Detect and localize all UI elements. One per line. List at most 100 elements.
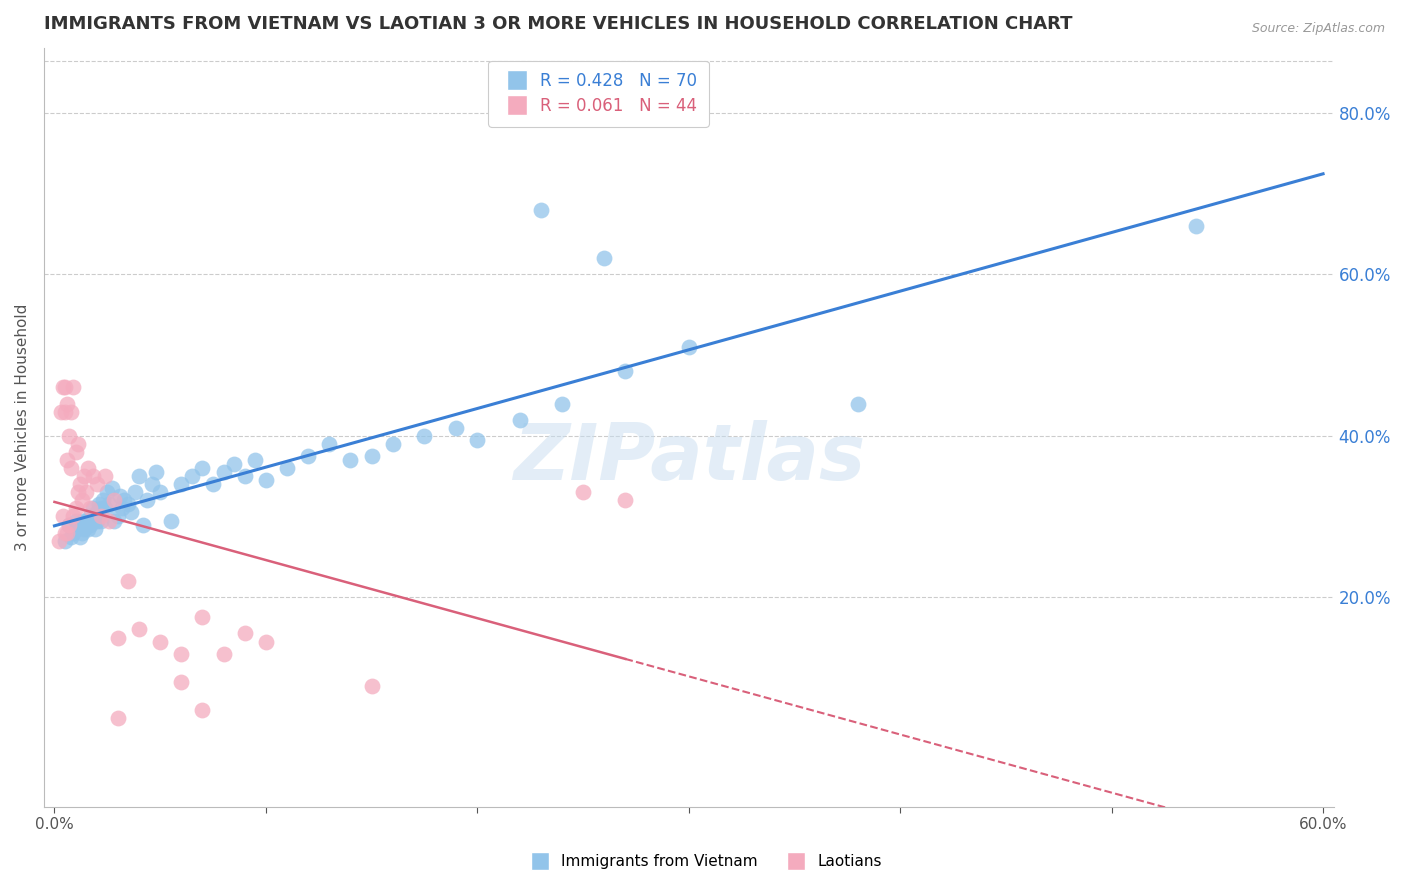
Point <box>94 501 117 516</box>
Point <box>82 514 104 528</box>
Point <box>60 461 83 475</box>
Point <box>112 493 135 508</box>
Text: Source: ZipAtlas.com: Source: ZipAtlas.com <box>1251 22 1385 36</box>
Point <box>117 574 139 588</box>
Point <box>318 437 340 451</box>
Point <box>77 522 100 536</box>
Point <box>170 674 193 689</box>
Point <box>360 449 382 463</box>
Point <box>65 445 87 459</box>
Point <box>212 465 235 479</box>
Point <box>60 530 83 544</box>
Point <box>98 497 121 511</box>
Point <box>551 396 574 410</box>
Point <box>224 457 246 471</box>
Y-axis label: 3 or more Vehicles in Household: 3 or more Vehicles in Household <box>15 304 30 551</box>
Point <box>107 711 129 725</box>
Point <box>136 493 159 508</box>
Point <box>254 473 277 487</box>
Point <box>56 396 79 410</box>
Point <box>53 380 76 394</box>
Point <box>86 477 108 491</box>
Point <box>82 501 104 516</box>
Point <box>107 631 129 645</box>
Point <box>60 404 83 418</box>
Point <box>212 647 235 661</box>
Point <box>56 525 79 540</box>
Point <box>90 501 112 516</box>
Point <box>91 493 114 508</box>
Point <box>86 505 108 519</box>
Point <box>170 647 193 661</box>
Point <box>58 517 80 532</box>
Point <box>79 517 101 532</box>
Point <box>86 514 108 528</box>
Point <box>58 429 80 443</box>
Point <box>170 477 193 491</box>
Point <box>70 525 93 540</box>
Point <box>58 517 80 532</box>
Point <box>79 501 101 516</box>
Point <box>128 623 150 637</box>
Point <box>83 522 105 536</box>
Point <box>73 469 96 483</box>
Point <box>124 485 146 500</box>
Point <box>70 514 93 528</box>
Point <box>132 517 155 532</box>
Point <box>108 489 131 503</box>
Point <box>159 514 181 528</box>
Point <box>94 469 117 483</box>
Point <box>465 433 488 447</box>
Point <box>678 340 700 354</box>
Point <box>49 404 72 418</box>
Point <box>128 469 150 483</box>
Point <box>245 453 267 467</box>
Point <box>145 465 167 479</box>
Point <box>180 469 202 483</box>
Point <box>75 517 97 532</box>
Point <box>233 469 256 483</box>
Point <box>65 501 87 516</box>
Point <box>276 461 298 475</box>
Point <box>141 477 163 491</box>
Point <box>87 509 110 524</box>
Point <box>117 497 139 511</box>
Point <box>77 461 100 475</box>
Point <box>75 485 97 500</box>
Point <box>65 514 87 528</box>
Point <box>191 610 214 624</box>
Point <box>111 501 134 516</box>
Point <box>87 497 110 511</box>
Point <box>107 509 129 524</box>
Point <box>65 522 87 536</box>
Point <box>79 509 101 524</box>
Point <box>73 522 96 536</box>
Point <box>96 485 118 500</box>
Point <box>509 412 531 426</box>
Legend: R = 0.428   N = 70, R = 0.061   N = 44: R = 0.428 N = 70, R = 0.061 N = 44 <box>488 61 709 127</box>
Point <box>254 634 277 648</box>
Point <box>66 485 89 500</box>
Point <box>149 634 172 648</box>
Point <box>1185 219 1208 233</box>
Point <box>103 514 125 528</box>
Point <box>120 505 142 519</box>
Point <box>66 517 89 532</box>
Point <box>62 525 84 540</box>
Point <box>103 493 125 508</box>
Point <box>233 626 256 640</box>
Text: ZIPatlas: ZIPatlas <box>513 420 865 496</box>
Point <box>191 461 214 475</box>
Point <box>82 469 104 483</box>
Legend: Immigrants from Vietnam, Laotians: Immigrants from Vietnam, Laotians <box>519 848 887 875</box>
Point <box>66 437 89 451</box>
Point <box>149 485 172 500</box>
Point <box>530 202 553 217</box>
Point <box>593 252 616 266</box>
Point <box>53 533 76 548</box>
Point <box>191 703 214 717</box>
Point <box>360 679 382 693</box>
Point <box>614 364 637 378</box>
Point <box>75 514 97 528</box>
Point <box>572 485 595 500</box>
